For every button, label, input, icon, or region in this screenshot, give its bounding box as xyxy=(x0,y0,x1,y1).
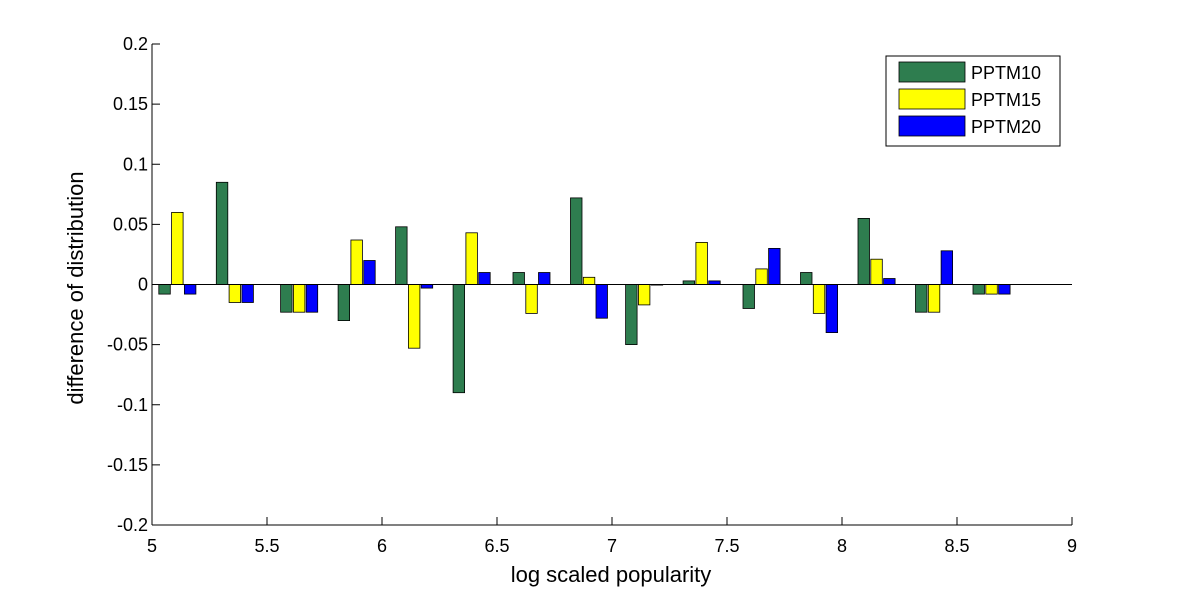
bar-pptm15-1 xyxy=(228,284,242,303)
bar-pptm20-13 xyxy=(940,250,953,285)
legend-swatch-pptm15 xyxy=(898,88,966,110)
x-tick-label: 8 xyxy=(837,536,847,556)
bar-pptm20-11 xyxy=(825,284,838,333)
x-tick-label: 5 xyxy=(147,536,157,556)
legend: PPTM10 PPTM15 PPTM20 xyxy=(885,55,1061,147)
x-tick-label: 9 xyxy=(1067,536,1077,556)
y-axis-label: difference of distribution xyxy=(63,171,88,404)
legend-label-pptm20: PPTM20 xyxy=(971,117,1041,137)
y-tick-label: 0.1 xyxy=(123,154,148,174)
bar-pptm10-7 xyxy=(570,197,583,285)
x-tick-labels: 5 5.5 6 6.5 7 7.5 8 8.5 9 xyxy=(147,536,1077,556)
bar-pptm10-10 xyxy=(742,284,755,309)
y-tick-label: 0.2 xyxy=(123,34,148,54)
bar-pptm15-12 xyxy=(870,258,883,285)
bar-pptm20-14 xyxy=(998,284,1011,295)
bar-pptm15-7 xyxy=(582,276,596,285)
bar-pptm20-4 xyxy=(420,284,434,289)
bar-pptm20-12 xyxy=(883,278,896,285)
bar-pptm15-8 xyxy=(638,284,651,306)
x-axis-label: log scaled popularity xyxy=(511,562,712,587)
bar-pptm10-3 xyxy=(337,284,351,321)
legend-label-pptm10: PPTM10 xyxy=(971,63,1041,83)
axes-group xyxy=(151,43,1073,526)
y-tick-label: -0.1 xyxy=(117,395,148,415)
bar-pptm10-8 xyxy=(625,284,638,345)
y-tick-label: -0.2 xyxy=(117,515,148,535)
bar-pptm15-0 xyxy=(171,211,184,285)
y-tick-labels: 0.2 0.15 0.1 0.05 0 -0.05 -0.1 -0.15 -0.2 xyxy=(107,34,148,535)
bar-pptm20-6 xyxy=(538,272,551,285)
bar-pptm10-13 xyxy=(915,284,928,313)
bar-pptm15-3 xyxy=(350,239,363,285)
y-tick-label: 0.05 xyxy=(113,214,148,234)
bars-group xyxy=(158,181,1011,394)
y-tick-label: 0.15 xyxy=(113,94,148,114)
bar-pptm10-1 xyxy=(215,181,229,285)
bar-pptm15-10 xyxy=(755,268,768,285)
x-tick-label: 8.5 xyxy=(944,536,969,556)
bar-pptm10-11 xyxy=(800,272,813,285)
bar-pptm10-4 xyxy=(395,226,408,285)
legend-label-pptm15: PPTM15 xyxy=(971,90,1041,110)
y-tick-label: -0.15 xyxy=(107,455,148,475)
bar-pptm10-9 xyxy=(682,280,695,285)
bar-pptm15-9 xyxy=(695,241,708,285)
x-tick-label: 6 xyxy=(377,536,387,556)
y-tick-label: 0 xyxy=(138,275,148,295)
bar-pptm15-6 xyxy=(525,284,538,314)
legend-swatch-pptm10 xyxy=(898,61,966,83)
bar-pptm15-13 xyxy=(927,284,941,313)
bar-pptm15-4 xyxy=(407,284,421,349)
x-tick-label: 7.5 xyxy=(714,536,739,556)
x-tick-label: 5.5 xyxy=(254,536,279,556)
bar-pptm15-5 xyxy=(465,232,478,285)
bar-pptm15-2 xyxy=(292,284,306,313)
bar-pptm20-0 xyxy=(183,284,197,295)
y-tick-label: -0.05 xyxy=(107,335,148,355)
bar-pptm10-0 xyxy=(158,284,171,295)
x-tick-label: 7 xyxy=(607,536,617,556)
bar-pptm20-1 xyxy=(241,284,254,303)
bar-pptm15-11 xyxy=(812,284,826,314)
bar-pptm10-12 xyxy=(857,217,870,285)
bar-pptm10-6 xyxy=(512,272,525,285)
bar-pptm20-7 xyxy=(595,284,608,319)
legend-swatch-pptm20 xyxy=(898,115,966,137)
bar-pptm10-2 xyxy=(280,284,293,313)
bar-pptm15-14 xyxy=(985,284,998,295)
bar-pptm20-10 xyxy=(768,247,781,285)
bar-pptm20-5 xyxy=(478,272,491,285)
bar-pptm10-14 xyxy=(972,284,985,295)
bar-pptm10-5 xyxy=(452,284,466,394)
bar-pptm20-2 xyxy=(305,284,319,313)
bar-pptm20-9 xyxy=(708,280,721,285)
bar-pptm20-3 xyxy=(363,260,376,285)
x-tick-label: 6.5 xyxy=(484,536,509,556)
